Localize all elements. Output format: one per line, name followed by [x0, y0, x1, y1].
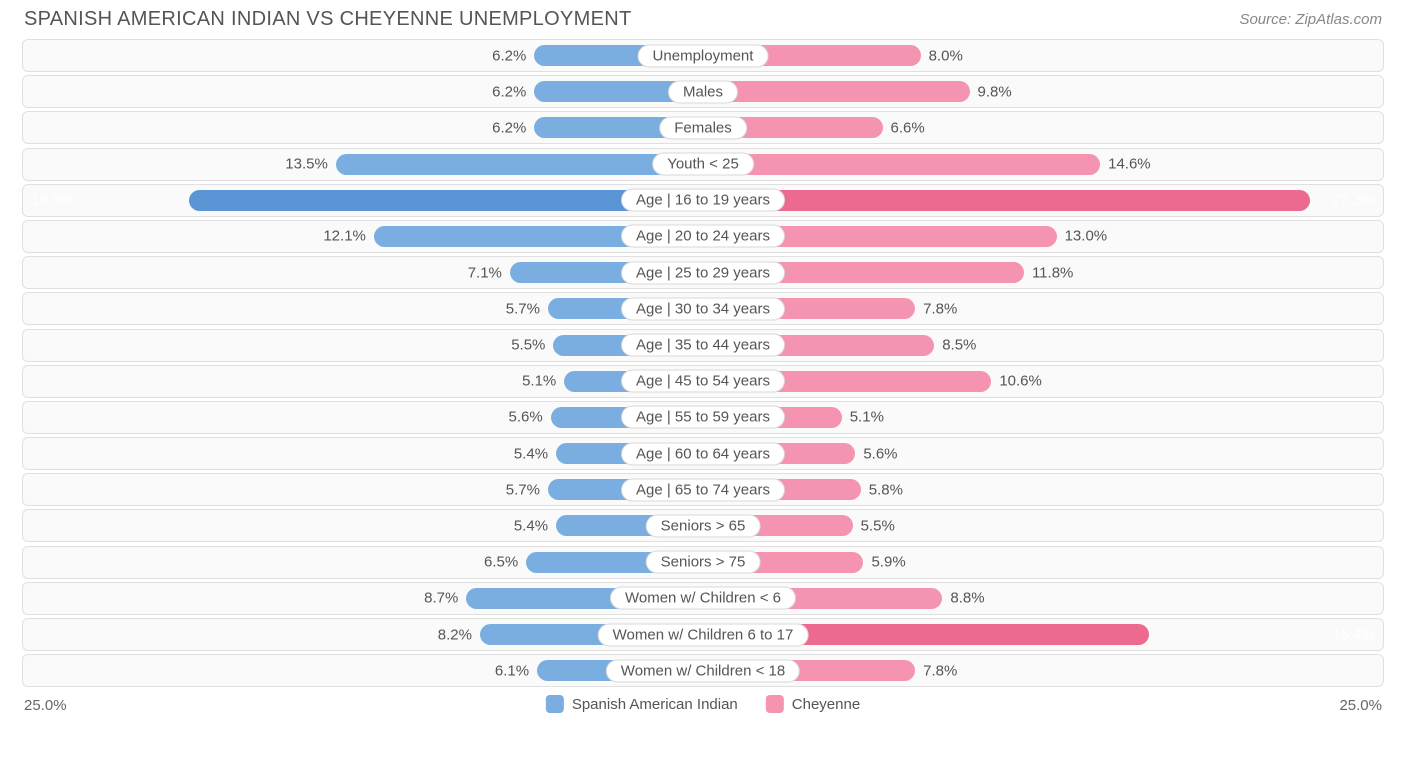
chart-row: 5.4% 5.5% Seniors > 65: [22, 509, 1384, 542]
value-left: 6.2%: [492, 83, 526, 100]
value-right: 8.0%: [929, 47, 963, 64]
category-label: Women w/ Children 6 to 17: [598, 623, 809, 646]
value-right: 5.5%: [861, 517, 895, 534]
chart-footer: 25.0% Spanish American Indian Cheyenne 2…: [22, 691, 1384, 731]
value-right: 8.8%: [950, 590, 984, 607]
chart-row: 5.4% 5.6% Age | 60 to 64 years: [22, 437, 1384, 470]
chart-row: 5.6% 5.1% Age | 55 to 59 years: [22, 401, 1384, 434]
chart-title: SPANISH AMERICAN INDIAN VS CHEYENNE UNEM…: [24, 8, 631, 31]
value-right: 14.6%: [1108, 156, 1151, 173]
chart-row: 6.2% 8.0% Unemployment: [22, 39, 1384, 72]
chart-row: 5.7% 7.8% Age | 30 to 34 years: [22, 292, 1384, 325]
value-right: 10.6%: [999, 373, 1042, 390]
value-left: 5.1%: [522, 373, 556, 390]
category-label: Females: [659, 116, 747, 139]
value-right: 5.6%: [863, 445, 897, 462]
chart-row: 12.1% 13.0% Age | 20 to 24 years: [22, 220, 1384, 253]
value-right: 5.1%: [850, 409, 884, 426]
chart-row: 8.2% 16.4% Women w/ Children 6 to 17: [22, 618, 1384, 651]
value-right: 22.3%: [1332, 192, 1375, 209]
value-left: 18.9%: [31, 192, 74, 209]
category-label: Age | 30 to 34 years: [621, 297, 785, 320]
value-left: 7.1%: [468, 264, 502, 281]
value-right: 6.6%: [891, 119, 925, 136]
value-left: 12.1%: [323, 228, 366, 245]
value-right: 16.4%: [1332, 626, 1375, 643]
bar-right: [703, 154, 1100, 175]
value-left: 6.5%: [484, 554, 518, 571]
legend-label-right: Cheyenne: [792, 696, 860, 713]
value-left: 6.1%: [495, 662, 529, 679]
value-left: 5.4%: [514, 517, 548, 534]
value-left: 5.6%: [508, 409, 542, 426]
legend-item-left: Spanish American Indian: [546, 695, 738, 713]
value-left: 13.5%: [285, 156, 328, 173]
category-label: Women w/ Children < 18: [606, 659, 800, 682]
category-label: Unemployment: [638, 44, 769, 67]
legend: Spanish American Indian Cheyenne: [546, 695, 860, 713]
category-label: Seniors > 65: [646, 514, 761, 537]
value-left: 5.7%: [506, 481, 540, 498]
chart-row: 13.5% 14.6% Youth < 25: [22, 148, 1384, 181]
bar-left: [336, 154, 703, 175]
bar-right: [703, 190, 1310, 211]
category-label: Age | 45 to 54 years: [621, 370, 785, 393]
category-label: Age | 55 to 59 years: [621, 406, 785, 429]
value-right: 5.8%: [869, 481, 903, 498]
value-left: 5.4%: [514, 445, 548, 462]
value-left: 6.2%: [492, 47, 526, 64]
chart-row: 5.1% 10.6% Age | 45 to 54 years: [22, 365, 1384, 398]
value-right: 5.9%: [871, 554, 905, 571]
chart-row: 6.2% 6.6% Females: [22, 111, 1384, 144]
chart-source: Source: ZipAtlas.com: [1239, 11, 1382, 28]
chart-row: 5.5% 8.5% Age | 35 to 44 years: [22, 329, 1384, 362]
value-right: 13.0%: [1065, 228, 1108, 245]
chart-row: 8.7% 8.8% Women w/ Children < 6: [22, 582, 1384, 615]
axis-max-right: 25.0%: [1339, 697, 1382, 714]
chart-row: 18.9% 22.3% Age | 16 to 19 years: [22, 184, 1384, 217]
chart-row: 6.5% 5.9% Seniors > 75: [22, 546, 1384, 579]
legend-label-left: Spanish American Indian: [572, 696, 738, 713]
legend-swatch-left: [546, 695, 564, 713]
value-right: 7.8%: [923, 300, 957, 317]
category-label: Youth < 25: [652, 153, 754, 176]
category-label: Age | 60 to 64 years: [621, 442, 785, 465]
category-label: Age | 35 to 44 years: [621, 334, 785, 357]
bar-right: [703, 81, 970, 102]
chart-header: SPANISH AMERICAN INDIAN VS CHEYENNE UNEM…: [0, 0, 1406, 35]
category-label: Age | 25 to 29 years: [621, 261, 785, 284]
chart-row: 6.1% 7.8% Women w/ Children < 18: [22, 654, 1384, 687]
value-left: 8.7%: [424, 590, 458, 607]
chart-row: 7.1% 11.8% Age | 25 to 29 years: [22, 256, 1384, 289]
value-left: 8.2%: [438, 626, 472, 643]
legend-item-right: Cheyenne: [766, 695, 860, 713]
category-label: Age | 65 to 74 years: [621, 478, 785, 501]
value-left: 5.5%: [511, 337, 545, 354]
value-right: 8.5%: [942, 337, 976, 354]
value-right: 11.8%: [1032, 264, 1073, 281]
value-right: 7.8%: [923, 662, 957, 679]
chart-row: 5.7% 5.8% Age | 65 to 74 years: [22, 473, 1384, 506]
chart-row: 6.2% 9.8% Males: [22, 75, 1384, 108]
legend-swatch-right: [766, 695, 784, 713]
value-left: 5.7%: [506, 300, 540, 317]
value-left: 6.2%: [492, 119, 526, 136]
category-label: Women w/ Children < 6: [610, 587, 796, 610]
axis-max-left: 25.0%: [24, 697, 67, 714]
value-right: 9.8%: [978, 83, 1012, 100]
chart-area: 6.2% 8.0% Unemployment 6.2% 9.8% Males 6.2% 6.6…: [0, 35, 1406, 687]
category-label: Age | 20 to 24 years: [621, 225, 785, 248]
category-label: Age | 16 to 19 years: [621, 189, 785, 212]
category-label: Seniors > 75: [646, 551, 761, 574]
category-label: Males: [668, 80, 738, 103]
